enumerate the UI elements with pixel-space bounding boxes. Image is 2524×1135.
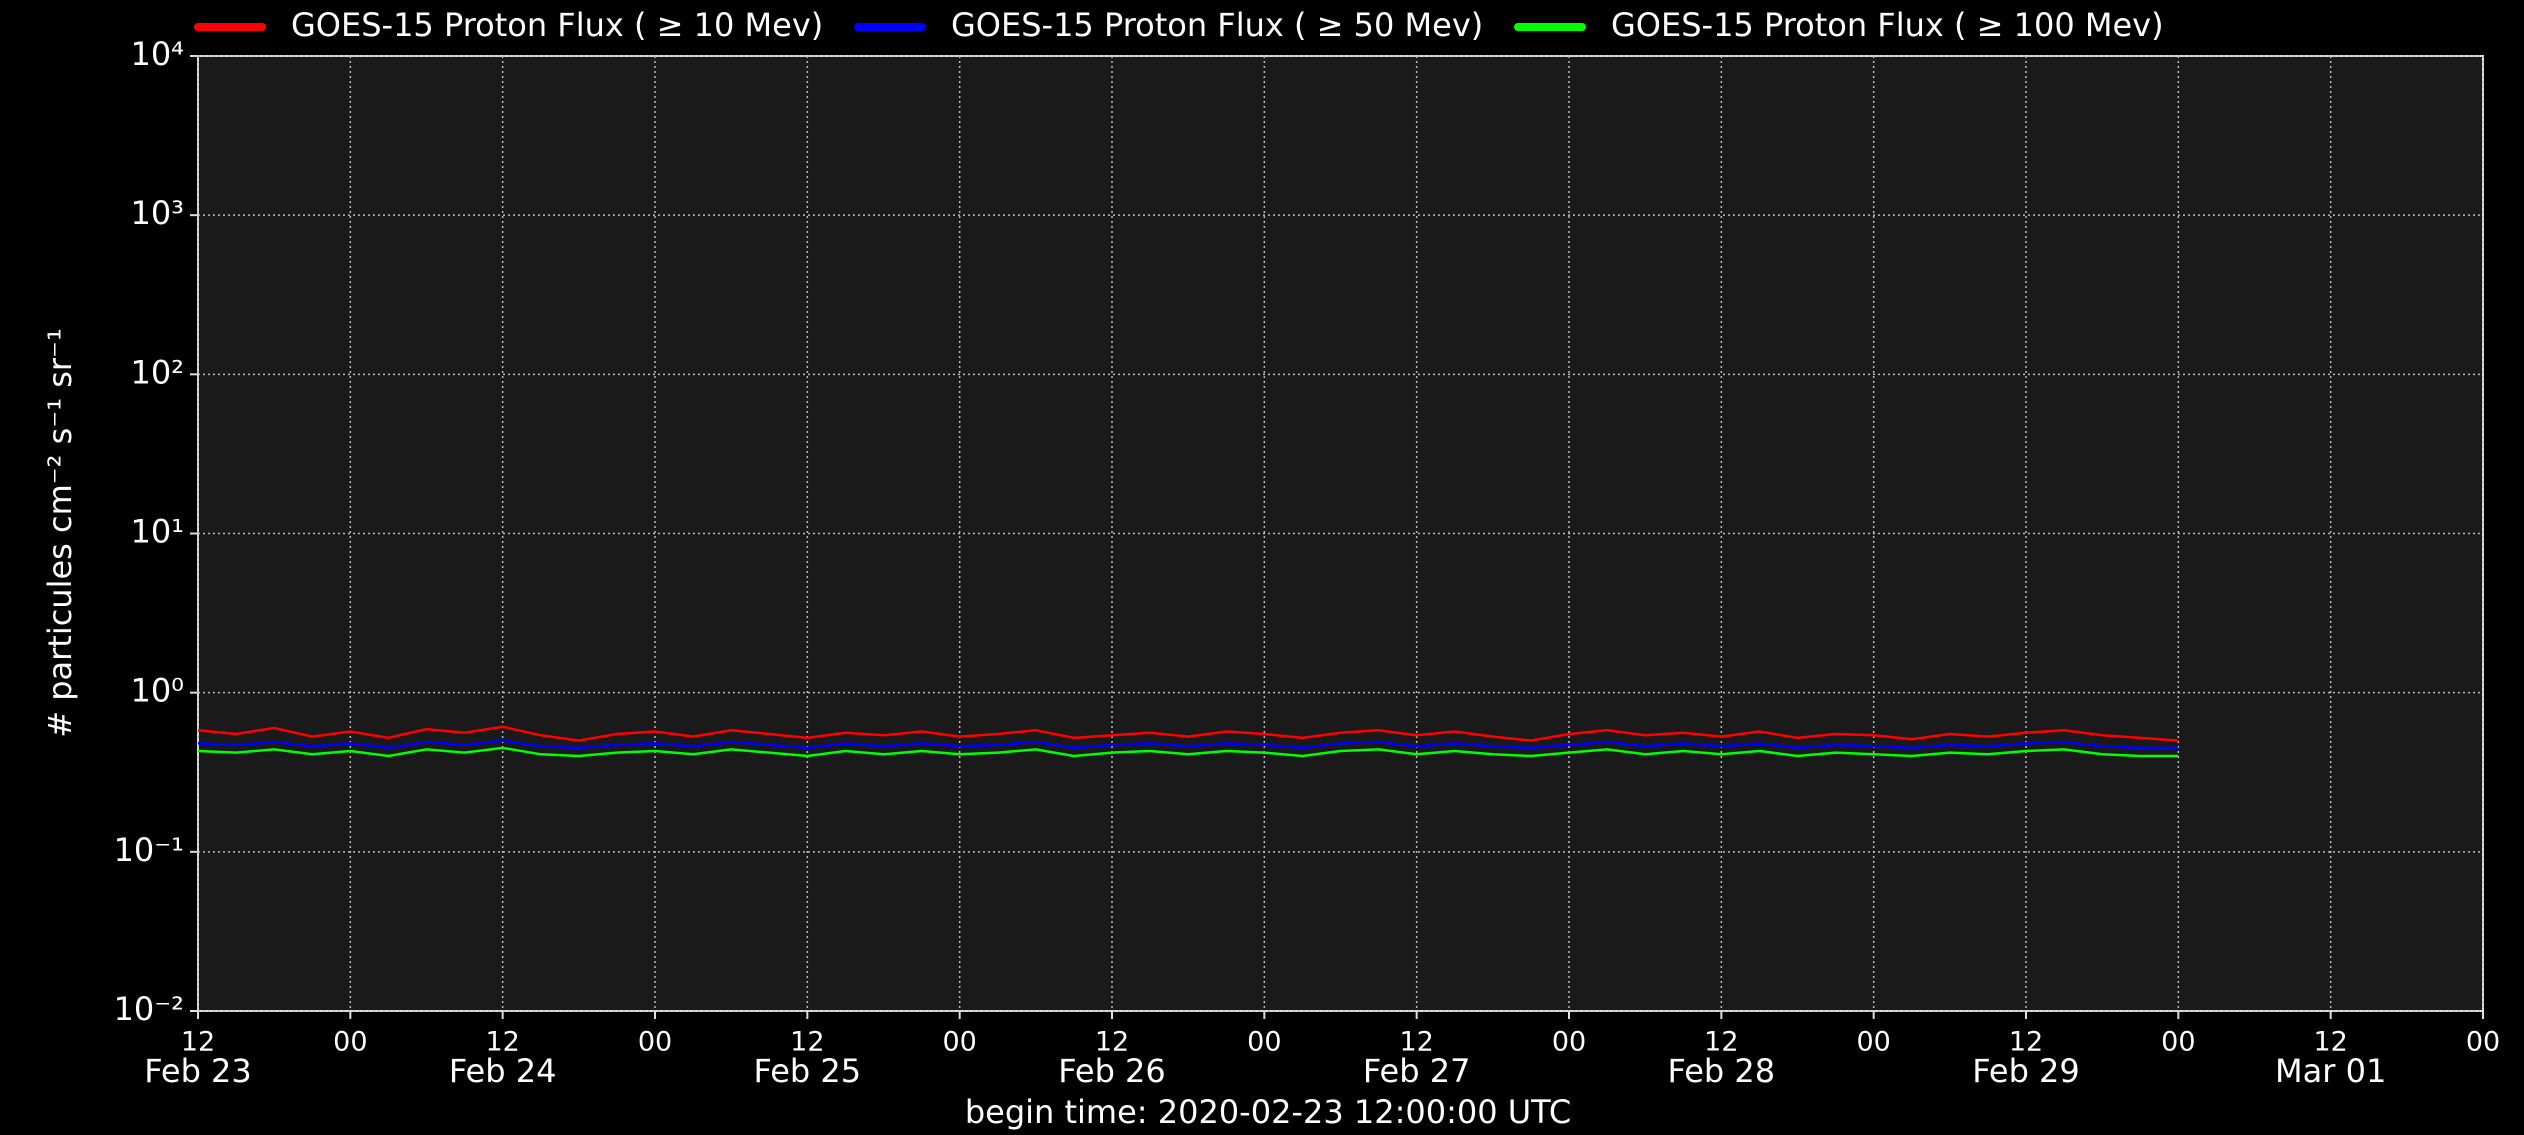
- y-tick-label: 10⁰: [130, 672, 184, 710]
- legend-label: GOES-15 Proton Flux ( ≥ 50 Mev): [951, 6, 1483, 44]
- series-line: [197, 739, 2179, 750]
- y-tick-label: 10⁻²: [114, 990, 184, 1028]
- x-day-label: Feb 27: [1363, 1052, 1471, 1090]
- x-day-label: Feb 25: [754, 1052, 862, 1090]
- x-tick-label: 00: [1552, 1027, 1586, 1058]
- x-tick-label: 00: [942, 1027, 976, 1058]
- plot-area: [197, 55, 2484, 1012]
- x-tick-label: 00: [1856, 1027, 1890, 1058]
- x-tick-label: 00: [1247, 1027, 1281, 1058]
- y-tick-label: 10¹: [130, 513, 184, 551]
- x-tick-label: 00: [333, 1027, 367, 1058]
- y-tick-label: 10²: [130, 353, 184, 391]
- x-day-label: Feb 26: [1058, 1052, 1166, 1090]
- x-tick-label: 00: [2466, 1027, 2500, 1058]
- x-tick-label: 12: [485, 1027, 519, 1058]
- x-tick-label: 12: [1095, 1027, 1129, 1058]
- x-tick-label: 00: [638, 1027, 672, 1058]
- x-day-label: Feb 29: [1972, 1052, 2080, 1090]
- y-axis-label: # particules cm⁻² s⁻¹ sr⁻¹: [41, 328, 79, 738]
- series-line: [197, 725, 2179, 742]
- x-tick-label: 12: [2313, 1027, 2347, 1058]
- x-tick-label: 00: [2161, 1027, 2195, 1058]
- x-day-label: Mar 01: [2275, 1052, 2386, 1090]
- legend-label: GOES-15 Proton Flux ( ≥ 100 Mev): [1611, 6, 2164, 44]
- y-tick-label: 10³: [130, 194, 184, 232]
- series-line: [197, 746, 2179, 758]
- x-day-label: Feb 24: [449, 1052, 557, 1090]
- y-tick-label: 10⁻¹: [114, 831, 184, 869]
- x-tick-label: 12: [790, 1027, 824, 1058]
- y-tick-label: 10⁴: [130, 35, 184, 73]
- x-tick-label: 12: [181, 1027, 215, 1058]
- x-axis-label: begin time: 2020-02-23 12:00:00 UTC: [965, 1093, 1571, 1131]
- x-tick-label: 12: [1704, 1027, 1738, 1058]
- x-tick-label: 12: [1399, 1027, 1433, 1058]
- legend-label: GOES-15 Proton Flux ( ≥ 10 Mev): [291, 6, 823, 44]
- x-tick-label: 12: [2009, 1027, 2043, 1058]
- x-day-label: Feb 23: [144, 1052, 252, 1090]
- x-day-label: Feb 28: [1668, 1052, 1776, 1090]
